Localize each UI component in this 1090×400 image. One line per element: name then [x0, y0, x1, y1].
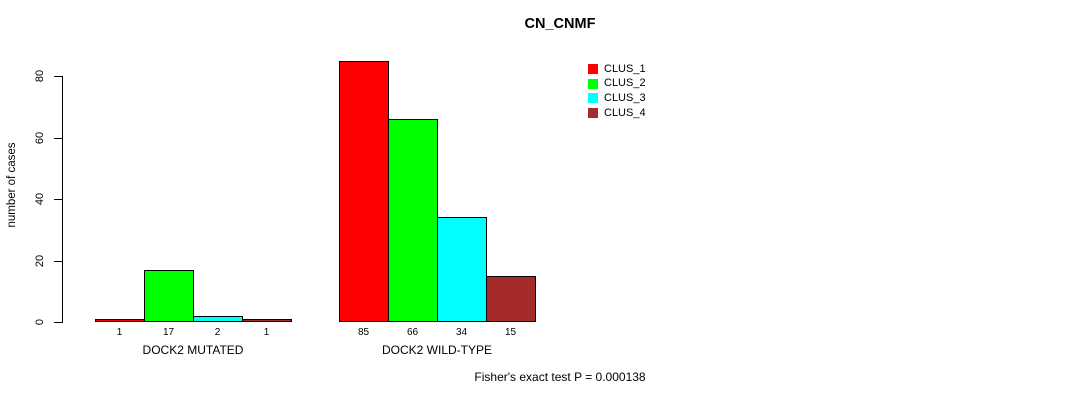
y-axis-tick-label: 60	[34, 131, 46, 144]
legend-label: CLUS_4	[604, 106, 646, 119]
bar-clus_2-2	[388, 119, 438, 322]
y-axis-tick-label: 0	[34, 318, 46, 326]
legend-swatch-icon	[588, 64, 598, 75]
y-axis-tick-label: 20	[34, 254, 46, 267]
bar-clus_4-2	[486, 276, 536, 322]
bar-value-label: 85	[357, 327, 370, 338]
legend-label: CLUS_1	[604, 62, 646, 75]
legend-swatch-icon	[588, 93, 598, 104]
bar-clus_2-1	[144, 270, 194, 322]
bar-value-label: 1	[116, 327, 123, 338]
bar-value-label: 1	[263, 327, 270, 338]
y-axis-tick-label: 40	[34, 192, 46, 206]
legend-entry-clus_3: CLUS_3	[588, 91, 646, 106]
bar-clus_1-1	[95, 319, 145, 322]
bar-clus_3-2	[437, 217, 487, 322]
x-category-label-2: DOCK2 WILD-TYPE	[381, 343, 493, 357]
y-axis-tick	[54, 260, 62, 262]
y-axis-tick	[54, 137, 62, 139]
bar-value-label: 66	[406, 327, 419, 338]
legend-entry-clus_2: CLUS_2	[588, 77, 646, 92]
y-axis-title: number of cases	[6, 142, 18, 228]
y-axis-tick	[54, 76, 62, 77]
legend-swatch-icon	[588, 78, 598, 89]
y-axis-line	[62, 76, 63, 323]
y-axis-tick	[54, 199, 62, 200]
bar-value-label: 17	[162, 327, 175, 338]
bar-value-label: 2	[214, 327, 221, 338]
x-category-label-1: DOCK2 MUTATED	[142, 343, 244, 357]
y-axis-tick	[54, 322, 62, 323]
bar-value-label: 34	[455, 327, 468, 338]
y-axis-tick-label: 80	[34, 69, 46, 83]
legend-entry-clus_1: CLUS_1	[588, 62, 646, 77]
legend-label: CLUS_3	[604, 91, 646, 104]
bar-clus_1-2	[339, 61, 389, 322]
bar-value-label: 15	[504, 327, 517, 338]
legend: CLUS_1 CLUS_2 CLUS_3 CLUS_4	[588, 62, 646, 120]
legend-swatch-icon	[588, 108, 598, 119]
chart-title: CN_CNMF	[524, 16, 596, 32]
legend-entry-clus_4: CLUS_4	[588, 106, 646, 121]
fisher-test-annotation: Fisher's exact test P = 0.000138	[474, 370, 646, 384]
bar-clus_3-1	[193, 316, 243, 322]
legend-label: CLUS_2	[604, 77, 646, 90]
bar-clus_4-1	[242, 319, 292, 322]
